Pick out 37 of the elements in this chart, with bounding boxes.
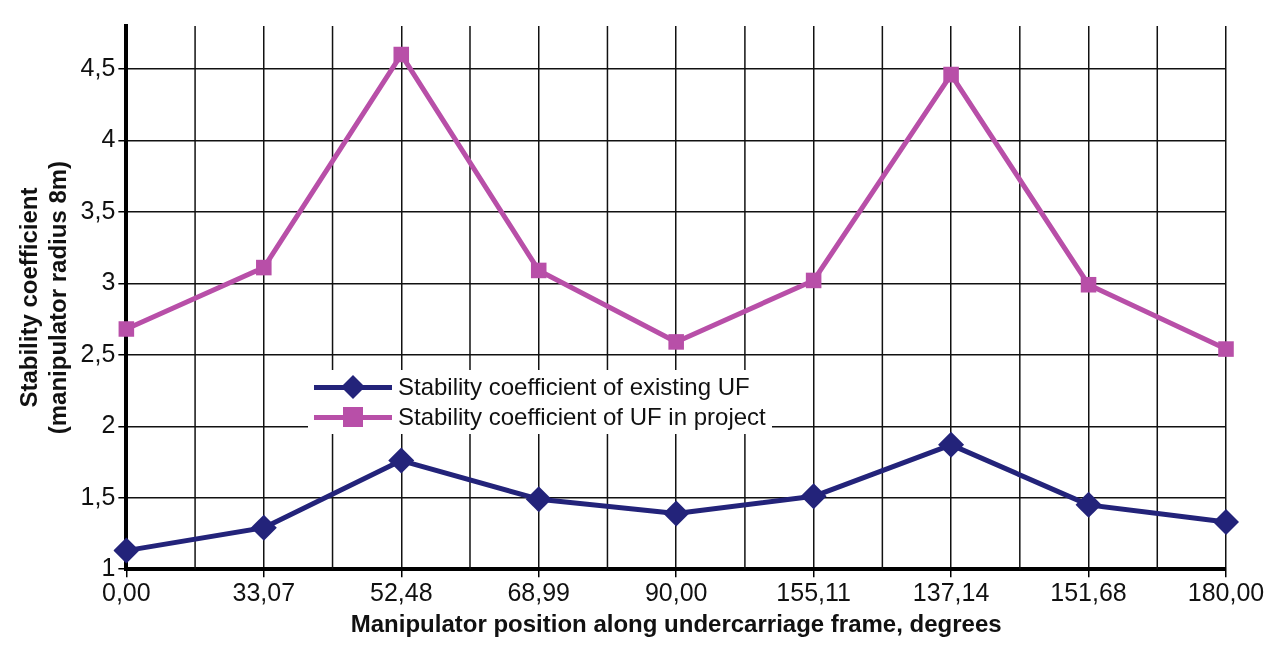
point — [800, 483, 827, 510]
x-tick-label: 52,48 — [369, 578, 433, 607]
point — [388, 447, 415, 474]
point — [118, 321, 135, 337]
point — [938, 431, 965, 458]
point — [250, 514, 277, 541]
x-tick-label: 90,00 — [644, 578, 708, 607]
x-tick-label: 68,99 — [507, 578, 570, 607]
y-tick-label: 1,5 — [80, 481, 116, 510]
point — [668, 334, 684, 350]
point — [805, 272, 822, 289]
y-tick-label: 3 — [101, 267, 116, 296]
x-axis-title: Manipulator position along undercarriage frame, degrees — [350, 610, 1002, 638]
point — [1213, 509, 1239, 536]
x-tick-label: 155,11 — [776, 578, 851, 607]
point — [1080, 276, 1097, 293]
point — [113, 537, 140, 564]
point — [1218, 341, 1234, 357]
y-tick-label: 2,5 — [80, 338, 116, 367]
point — [525, 486, 552, 513]
y-tick-label: 2 — [101, 410, 116, 439]
y-tick-label: 4 — [101, 124, 116, 153]
point — [256, 259, 272, 276]
x-tick-label: 33,07 — [232, 578, 296, 607]
x-tick-label: 180,00 — [1187, 578, 1265, 607]
point — [1075, 491, 1102, 518]
point — [393, 46, 410, 63]
x-tick-label: 137,14 — [912, 578, 990, 607]
y-tick-label: 4,5 — [80, 52, 116, 81]
legend-label: Stability coefficient of existing UF — [398, 372, 750, 402]
point — [530, 262, 547, 279]
point — [663, 500, 690, 527]
y-tick-label: 3,5 — [80, 195, 116, 224]
legend-label: Stability coefficient of UF in project — [398, 402, 766, 432]
x-tick-label: 151,68 — [1050, 578, 1127, 607]
point — [943, 66, 959, 83]
y-axis-title: Stability coefficient (manipulator radius 8m) — [15, 160, 71, 435]
